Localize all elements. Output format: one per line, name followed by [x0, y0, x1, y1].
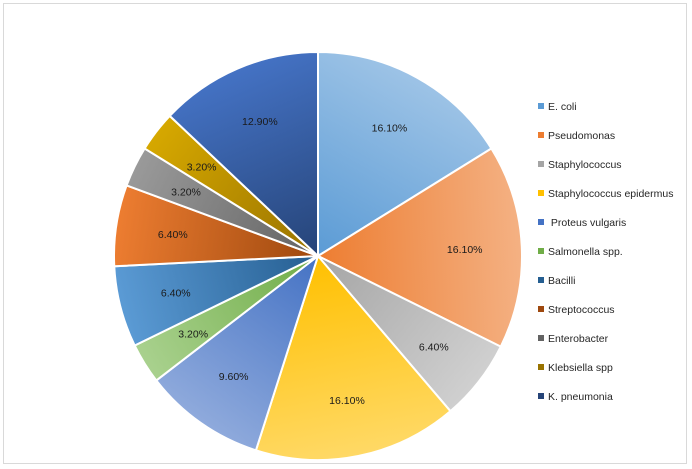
- data-label-proteus-vulgaris: 9.60%: [219, 371, 249, 383]
- legend-swatch: [538, 248, 544, 254]
- legend-label: Pseudomonas: [548, 130, 615, 142]
- legend-label: E. coli: [548, 101, 577, 113]
- legend-item-pseudomonas: Pseudomonas: [538, 130, 615, 142]
- pie-slice-proteus-vulgaris: [154, 253, 320, 452]
- legend-item-e-coli: E. coli: [538, 101, 577, 113]
- legend-item-staphylococcus: Staphylococcus: [538, 159, 622, 171]
- legend-label: Salmonella spp.: [548, 246, 623, 258]
- legend-item-bacilli: Bacilli: [538, 275, 575, 287]
- legend-item-proteus-vulgaris: Proteus vulgaris: [538, 217, 626, 229]
- legend-label: Klebsiella spp: [548, 362, 613, 374]
- legend-swatch: [538, 103, 544, 109]
- legend-label: Bacilli: [548, 275, 575, 287]
- legend-label: Streptococcus: [548, 304, 615, 316]
- legend-label: Proteus vulgaris: [548, 217, 626, 229]
- legend-swatch: [538, 161, 544, 167]
- legend-swatch: [538, 190, 544, 196]
- data-label-staphylococcus: 6.40%: [419, 341, 449, 353]
- pie-slice-staphylococcus-epidermus: [254, 253, 452, 461]
- pie-slice-k-pneumonia: [168, 50, 319, 259]
- legend-swatch: [538, 277, 544, 283]
- legend-swatch: [538, 219, 544, 225]
- legend-item-k-pneumonia: K. pneumonia: [538, 391, 613, 403]
- legend-swatch: [538, 132, 544, 138]
- data-label-klebsiella-spp: 3.20%: [187, 161, 217, 173]
- data-label-salmonella-spp: 3.20%: [178, 328, 208, 340]
- legend-item-salmonella-spp: Salmonella spp.: [538, 246, 623, 258]
- pie-slice-pseudomonas: [315, 147, 523, 348]
- data-label-enterobacter: 3.20%: [171, 187, 201, 199]
- legend-item-staphylococcus-epidermus: Staphylococcus epidermus: [538, 188, 673, 200]
- data-label-pseudomonas: 16.10%: [447, 244, 483, 256]
- legend-label: Staphylococcus: [548, 159, 622, 171]
- legend-swatch: [538, 335, 544, 341]
- legend-label: Enterobacter: [548, 333, 609, 345]
- legend-label: Staphylococcus epidermus: [548, 188, 673, 200]
- data-label-e-coli: 16.10%: [372, 123, 408, 135]
- legend-item-enterobacter: Enterobacter: [538, 333, 609, 345]
- legend-swatch: [538, 393, 544, 399]
- legend-swatch: [538, 364, 544, 370]
- data-label-streptococcus: 6.40%: [158, 229, 188, 241]
- legend-item-klebsiella-spp: Klebsiella spp: [538, 362, 613, 374]
- legend-swatch: [538, 306, 544, 312]
- data-label-staphylococcus-epidermus: 16.10%: [329, 395, 365, 407]
- pie-slice-e-coli: [317, 50, 493, 258]
- data-label-bacilli: 6.40%: [161, 288, 191, 300]
- legend-item-streptococcus: Streptococcus: [538, 304, 615, 316]
- data-label-k-pneumonia: 12.90%: [242, 116, 278, 128]
- legend-label: K. pneumonia: [548, 391, 613, 403]
